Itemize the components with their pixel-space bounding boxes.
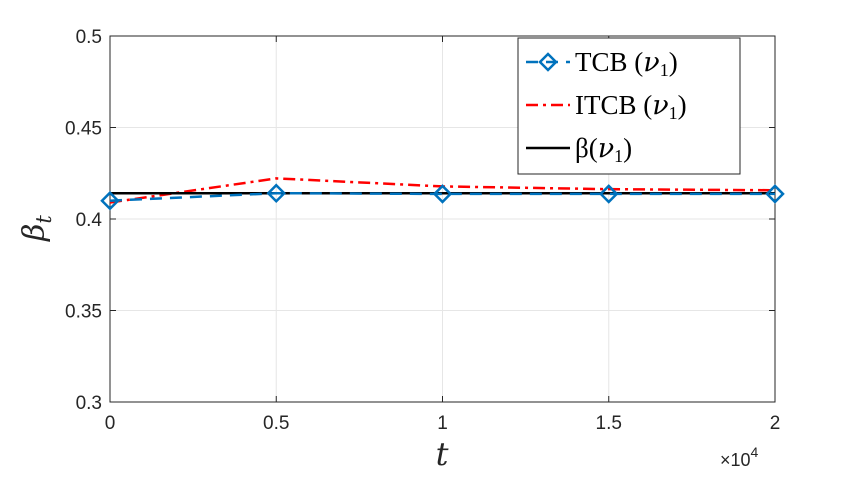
x-tick-label: 0.5 [263,413,289,434]
series-line [109,191,775,202]
y-tick-label: 0.3 [76,393,102,414]
legend: TCB (ν1) ITCB (ν1) β(ν1) [517,37,741,175]
data-point-marker [598,184,619,204]
x-axis-label: t [436,435,449,473]
series-lines [100,177,785,211]
y-axis-label: βt [17,215,56,242]
x-tick-label: 0 [105,413,116,434]
x-tick-label: 1.5 [596,413,622,434]
data-point-marker [765,184,785,204]
y-tick-label: 0.5 [76,27,102,48]
data-point-marker [432,184,453,204]
y-axis-label-base: β [17,224,52,242]
axis-ticks: 0 0.5 1 1.5 2 0.3 0.35 0.4 0.45 0.5 [65,27,780,434]
legend-label: TCB (ν1) [575,47,678,80]
legend-entries: TCB (ν1) ITCB (ν1) β(ν1) [526,47,687,166]
x-tick-label: 2 [770,413,781,434]
legend-label: β(ν1) [575,133,632,166]
y-axis-label-sub: t [32,215,56,224]
x-tick-label: 1 [437,413,448,434]
x-axis-multiplier: ×104 [720,444,759,470]
data-point-marker [100,190,120,211]
legend-marker [538,52,558,72]
legend-label: ITCB (ν1) [575,90,687,123]
y-tick-label: 0.4 [76,210,103,231]
y-tick-label: 0.35 [65,302,102,323]
data-point-marker [266,183,287,203]
y-tick-label: 0.45 [65,119,102,140]
x-multiplier-base: ×10 [720,450,751,470]
x-multiplier-exponent: 4 [751,444,759,460]
